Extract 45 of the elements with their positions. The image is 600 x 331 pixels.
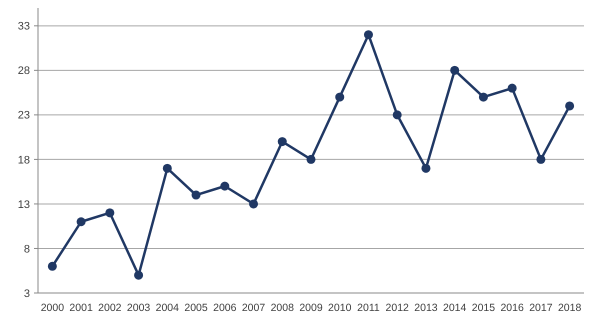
point bbox=[335, 92, 344, 102]
point bbox=[392, 110, 402, 120]
y-tick-label: 18 bbox=[18, 154, 30, 166]
point bbox=[508, 84, 517, 93]
point bbox=[306, 154, 316, 164]
x-tick-label: 2007 bbox=[242, 302, 266, 314]
point bbox=[565, 101, 574, 110]
point bbox=[249, 199, 258, 208]
x-tick-label: 2011 bbox=[357, 302, 380, 314]
x-tick-label: 2002 bbox=[98, 302, 122, 314]
y-tick-label: 28 bbox=[18, 65, 30, 78]
x-tick-label: 2013 bbox=[414, 302, 438, 314]
point bbox=[364, 30, 373, 40]
x-tick-label: 2016 bbox=[500, 302, 524, 314]
point bbox=[105, 208, 114, 218]
x-tick-label: 2012 bbox=[386, 302, 410, 314]
y-tick-label: 33 bbox=[18, 20, 30, 33]
point bbox=[450, 66, 460, 75]
y-tick-label: 23 bbox=[18, 110, 30, 122]
x-tick-label: 2001 bbox=[69, 302, 93, 314]
point bbox=[162, 164, 172, 173]
x-tick-label: 2015 bbox=[472, 302, 496, 314]
point bbox=[192, 190, 201, 200]
x-tick-label: 2017 bbox=[529, 302, 553, 314]
x-tick-label: 2003 bbox=[126, 302, 150, 314]
point bbox=[134, 270, 144, 280]
point bbox=[536, 154, 546, 164]
x-tick-label: 2005 bbox=[184, 302, 208, 314]
x-tick-label: 2014 bbox=[443, 302, 467, 314]
x-tick-label: 2004 bbox=[156, 302, 180, 314]
y-tick-label: 3 bbox=[24, 288, 30, 300]
y-tick-label: 8 bbox=[24, 243, 30, 256]
x-tick-label: 2006 bbox=[213, 302, 237, 314]
point bbox=[76, 217, 86, 226]
y-tick-label: 13 bbox=[18, 198, 30, 211]
x-tick-label: 2010 bbox=[328, 302, 352, 314]
point bbox=[478, 92, 488, 102]
point bbox=[220, 182, 230, 191]
x-tick-label: 2000 bbox=[40, 302, 64, 314]
point bbox=[48, 262, 57, 271]
x-tick-label: 2008 bbox=[270, 302, 294, 314]
point bbox=[278, 137, 287, 146]
point bbox=[421, 164, 430, 173]
x-tick-label: 2009 bbox=[299, 302, 323, 314]
x-tick-label: 2018 bbox=[558, 302, 582, 314]
